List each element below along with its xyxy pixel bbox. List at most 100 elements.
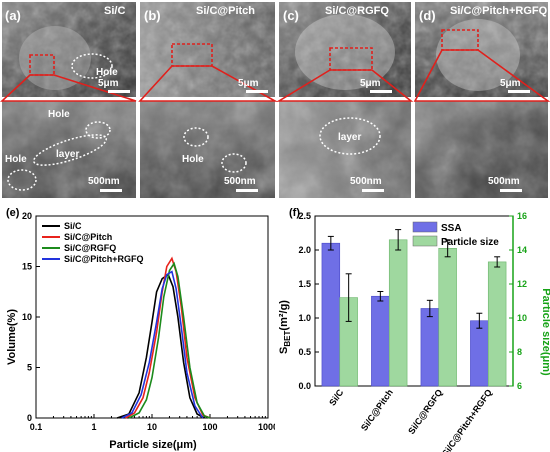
scale-label: 5μm	[500, 78, 521, 89]
svg-text:SBET(m²/g): SBET(m²/g)	[278, 300, 292, 354]
legend-swatch	[412, 221, 438, 233]
y-axis-right-label: Particle size(μm)	[540, 288, 550, 376]
sem-panel-d: (d) Si/C@Pitch+RGFQ 5μm 500nm	[413, 2, 550, 198]
x-tick-label: 10	[147, 422, 157, 432]
annotation-label: layer	[56, 149, 79, 160]
panel-title: Si/C@Pitch+RGFQ	[450, 5, 548, 17]
particle-shape	[436, 19, 520, 91]
zoom-lines	[138, 65, 279, 102]
legend-label: Si/C@Pitch+RGFQ	[64, 254, 144, 264]
x-category-label: Si/C@RGFQ	[406, 387, 444, 436]
y-right-tick-label: 14	[517, 245, 527, 255]
legend-swatch	[412, 235, 438, 247]
zoom-lines	[0, 74, 137, 102]
annotation-label: Hole	[48, 109, 70, 120]
x-category-label: Si/C@Pitch+RGFQ	[440, 387, 494, 452]
zoom-lines	[276, 69, 414, 102]
x-tick-label: 1	[91, 422, 96, 432]
legend-label: Si/C@Pitch	[64, 232, 112, 242]
hole-circle	[7, 169, 37, 191]
y-left-tick-label: 2.0	[298, 245, 311, 255]
bar-particle-size	[438, 247, 457, 387]
y-left-tick-label: 1.0	[298, 313, 311, 323]
y-left-tick-label: 0.0	[298, 381, 311, 391]
x-tick-label: 100	[202, 422, 217, 432]
scale-bar	[108, 90, 130, 93]
series-line-2	[128, 261, 211, 419]
y-right-tick-label: 8	[517, 347, 522, 357]
particle-shape	[19, 26, 91, 90]
plot-area: 0.0 0.5 1.0 1.5 2.0 2.5 6 8 10 12 14 16 Si/C Si/C@Pit…	[298, 211, 527, 452]
panel-letter: (d)	[419, 8, 436, 23]
scale-bar	[508, 90, 530, 93]
panel-title: Si/C@Pitch	[196, 5, 255, 17]
sem-texture	[279, 101, 411, 198]
ylabel-unit: (m²/g)	[278, 300, 290, 331]
panel-title: Si/C@RGFQ	[325, 5, 389, 17]
bar-ssa	[321, 242, 341, 387]
sem-texture	[415, 2, 548, 97]
y-tick-label: 20	[22, 211, 32, 221]
scale-bar	[370, 90, 392, 93]
y-left-tick-label: 0.5	[298, 347, 311, 357]
chart-f-ssa-particle-size: (f) 0.0 0.5 1.0 1.5 2.0 2.5 6 8 10 12 14 16 Si/C Si/C…	[278, 207, 550, 452]
y-left-tick-label: 2.5	[298, 211, 311, 221]
y-right-tick-label: 6	[517, 381, 522, 391]
layer-ellipse	[319, 117, 381, 155]
y-tick-label: 10	[22, 312, 32, 322]
scale-bar	[246, 90, 268, 93]
sem-texture	[140, 2, 275, 97]
legend-label: Si/C@RGFQ	[64, 243, 116, 253]
sem-figure: (a) Si/C 5μm Hole Hole layer Hole 500nm …	[0, 2, 550, 198]
scale-label: 500nm	[350, 176, 382, 187]
ylabel-subscript: BET	[283, 330, 292, 346]
panel-title: Si/C	[104, 5, 125, 17]
annotation-label: Hole	[182, 154, 204, 165]
sem-texture	[415, 101, 548, 198]
scale-bar	[100, 189, 122, 192]
x-tick-label: 0.1	[30, 422, 43, 432]
scale-bar	[362, 189, 384, 192]
panel-letter: (a)	[5, 8, 21, 23]
plot-area: 0.1110100100005101520Si/CSi/C@PitchSi/C@…	[22, 211, 275, 432]
scale-label: 5μm	[98, 78, 119, 89]
sem-texture	[2, 101, 136, 198]
scale-label: 5μm	[238, 78, 259, 89]
sem-panel-a: (a) Si/C 5μm Hole Hole layer Hole 500nm	[0, 2, 137, 198]
x-axis-label: Particle size(μm)	[109, 439, 197, 451]
y-tick-label: 0	[27, 413, 32, 423]
panel-letter: (f)	[289, 207, 300, 219]
annotation-label: layer	[338, 132, 361, 143]
sem-panel-b: (b) Si/C@Pitch 5μm Hole 500nm	[138, 2, 279, 198]
bar-ssa	[371, 295, 390, 387]
annotation-label: Hole	[96, 67, 118, 78]
sem-texture	[279, 2, 411, 97]
hole-circle	[71, 53, 113, 79]
legend-label: SSA	[441, 223, 462, 234]
hole-circle	[183, 127, 209, 147]
panel-letter: (b)	[144, 8, 161, 23]
layer-ellipse	[32, 134, 108, 166]
bar-particle-size	[487, 261, 507, 387]
bar-ssa	[420, 308, 440, 387]
y-tick-label: 15	[22, 262, 32, 272]
hole-circle	[221, 153, 247, 173]
sem-texture	[140, 101, 275, 198]
legend-label: Particle size	[441, 237, 499, 248]
panel-letter: (e)	[6, 207, 20, 219]
particle-shape	[295, 14, 395, 90]
legend-label: Si/C	[64, 221, 82, 231]
sem-panel-c: (c) Si/C@RGFQ 5μm layer 500nm	[276, 2, 414, 198]
scale-label: 5μm	[360, 78, 381, 89]
series-line-1	[125, 256, 211, 419]
x-category-label: Si/C	[327, 387, 346, 407]
x-category-label: Si/C@Pitch	[359, 387, 395, 432]
annotation-label: Hole	[5, 154, 27, 165]
scale-bar	[236, 189, 258, 192]
scale-label: 500nm	[488, 176, 520, 187]
y-axis-label: Volume(%)	[6, 309, 18, 365]
y-axis-left-label: SBET(m²/g)	[278, 300, 292, 354]
ylabel-symbol: S	[278, 347, 290, 354]
bar-particle-size	[388, 239, 408, 387]
